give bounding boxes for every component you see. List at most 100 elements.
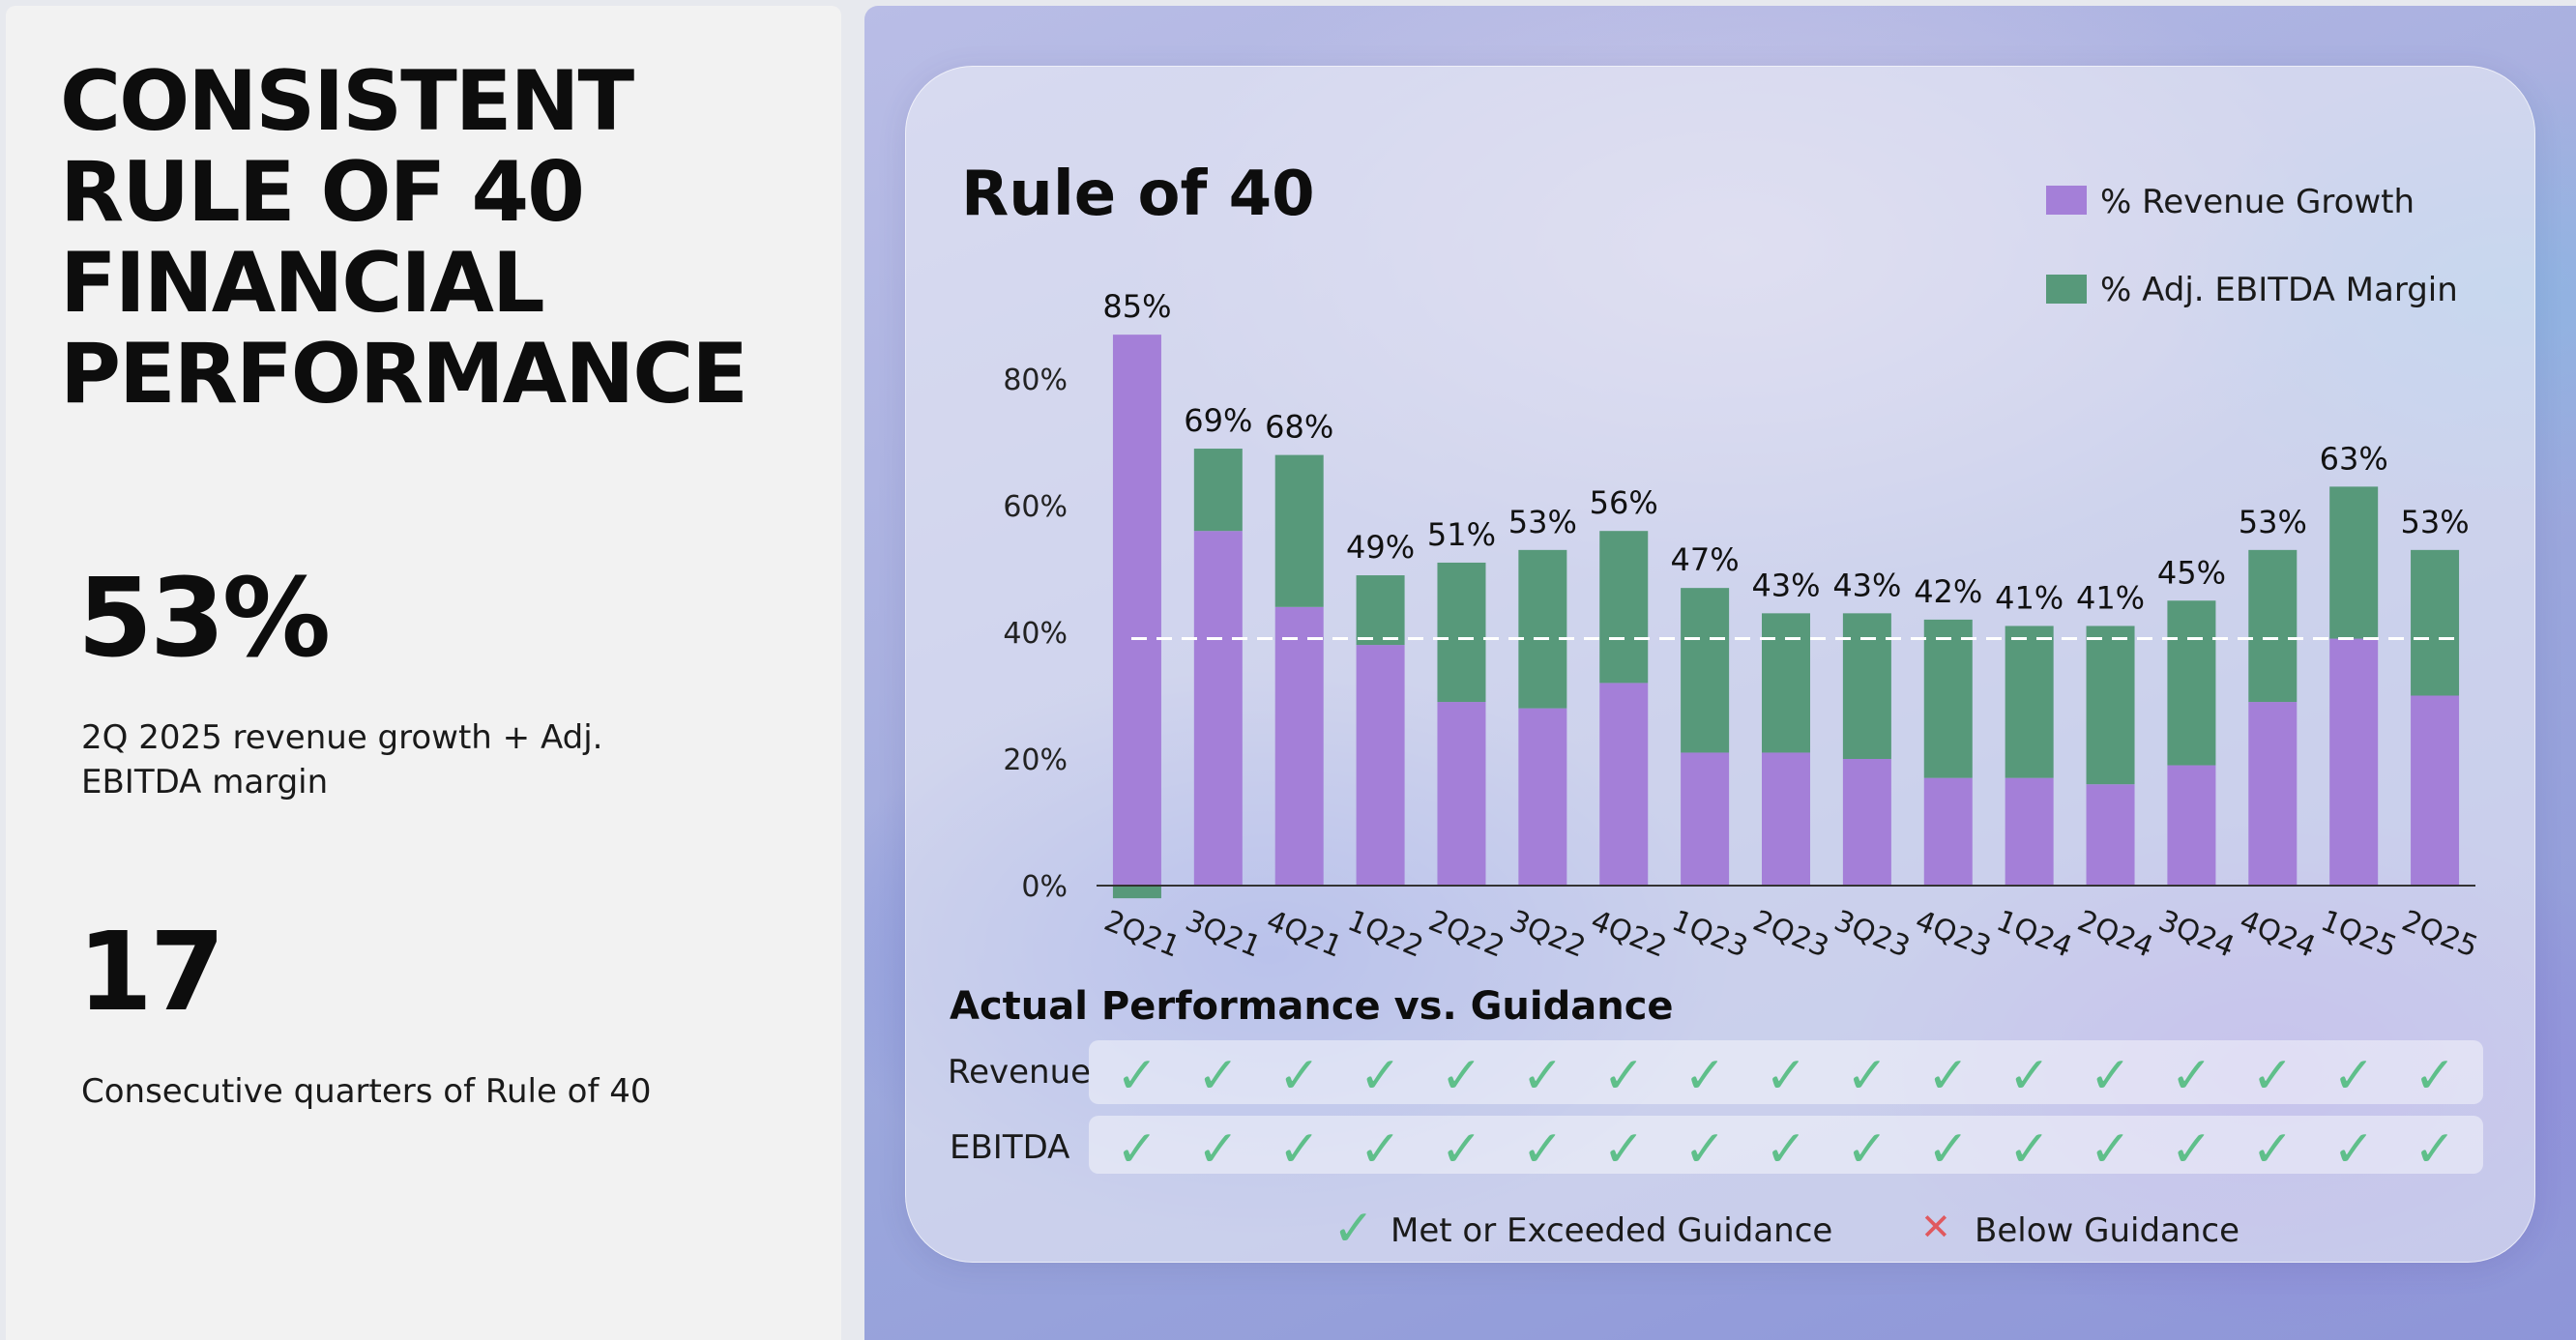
bar-ebitda-margin [1193, 449, 1243, 532]
x-category-label: 2Q25 [2397, 904, 2482, 965]
bar-total-label: 68% [1265, 409, 1333, 446]
headline-line: CONSISTENT [60, 53, 634, 150]
bar-total-label: 42% [1914, 573, 1982, 610]
bar-revenue-growth [2005, 777, 2054, 886]
met-guidance-check-icon: ✓ [1332, 1200, 1375, 1258]
bar-revenue-growth [2167, 765, 2216, 886]
guidance-row-background [1089, 1116, 2483, 1174]
bar-revenue-growth [1762, 752, 1810, 886]
x-category-label: 3Q23 [1830, 904, 1915, 965]
x-category-label: 3Q21 [1181, 904, 1266, 965]
headline-line: PERFORMANCE [60, 326, 748, 422]
x-category-label: 3Q22 [1505, 904, 1590, 965]
bar-ebitda-margin [2167, 600, 2216, 766]
bar-total-label: 51% [1427, 516, 1496, 553]
guidance-check-icon: ✓ [2252, 1047, 2295, 1105]
stat-rule-of-40-value: 53% [77, 556, 331, 682]
headline: CONSISTENT RULE OF 40 FINANCIAL PERFORMA… [60, 53, 748, 422]
bar-ebitda-margin [2411, 549, 2460, 696]
bar-revenue-growth [1437, 702, 1486, 886]
guidance-check-icon: ✓ [2008, 1047, 2051, 1105]
bar-total-label: 49% [1346, 529, 1415, 566]
guidance-legend: ✓ Met or Exceeded Guidance ✕ Below Guida… [1332, 1200, 2239, 1258]
bar-revenue-growth [1842, 759, 1891, 886]
guidance-check-icon: ✓ [1116, 1121, 1158, 1179]
bar-ebitda-margin [2329, 486, 2379, 639]
bar-total-label: 63% [2320, 440, 2388, 477]
bar-revenue-growth [2411, 695, 2460, 886]
bar-revenue-growth [1681, 752, 1730, 886]
legend-label-revenue-growth: % Revenue Growth [2100, 183, 2415, 221]
guidance-check-icon: ✓ [1441, 1047, 1483, 1105]
headline-line: RULE OF 40 [60, 144, 585, 241]
guidance-row-label: Revenue [948, 1053, 1091, 1092]
bar-total-label: 45% [2157, 554, 2226, 591]
guidance-row-revenue: Revenue ✓ ✓ ✓ ✓ ✓ ✓ ✓ ✓ ✓ ✓ ✓ ✓ ✓ ✓ ✓ ✓ ✓ [948, 1040, 2483, 1105]
bar-total-label: 41% [1995, 579, 2064, 616]
y-tick-label: 60% [1003, 490, 1068, 524]
below-guidance-x-icon: ✕ [1920, 1206, 1951, 1248]
guidance-check-icon: ✓ [1441, 1121, 1483, 1179]
x-category-label: 4Q23 [1911, 904, 1996, 965]
bar-total-label: 53% [2239, 504, 2307, 540]
guidance-marks: ✓ ✓ ✓ ✓ ✓ ✓ ✓ ✓ ✓ ✓ ✓ ✓ ✓ ✓ ✓ ✓ ✓ [1116, 1047, 2456, 1105]
bar-total-label: 43% [1751, 567, 1820, 603]
bar-ebitda-margin [1274, 454, 1324, 607]
guidance-check-icon: ✓ [1765, 1047, 1807, 1105]
bar-revenue-growth [1518, 708, 1567, 886]
stat-description-line: EBITDA margin [81, 763, 329, 801]
bar-ebitda-margin [1518, 549, 1567, 709]
guidance-check-icon: ✓ [1522, 1121, 1565, 1179]
chart-title: Rule of 40 [961, 159, 1315, 230]
y-tick-label: 40% [1003, 617, 1068, 651]
guidance-check-icon: ✓ [1197, 1047, 1240, 1105]
guidance-check-icon: ✓ [1927, 1121, 1970, 1179]
guidance-check-icon: ✓ [2252, 1121, 2295, 1179]
bar-ebitda-margin [1599, 531, 1649, 684]
x-category-label: 1Q23 [1667, 904, 1752, 965]
guidance-check-icon: ✓ [2414, 1047, 2456, 1105]
guidance-check-icon: ✓ [2090, 1047, 2132, 1105]
guidance-check-icon: ✓ [1522, 1047, 1565, 1105]
x-category-label: 2Q24 [2073, 904, 2158, 965]
bar-total-label: 41% [2076, 579, 2145, 616]
legend-swatch-ebitda-margin [2046, 275, 2087, 304]
bar-total-label: 43% [1832, 567, 1901, 603]
bar-ebitda-margin [2248, 549, 2298, 703]
bar-ebitda-margin [2005, 626, 2054, 778]
guidance-check-icon: ✓ [2414, 1121, 2456, 1179]
left-panel [6, 6, 841, 1340]
bar-ebitda-margin [1356, 575, 1405, 646]
guidance-check-icon: ✓ [1683, 1047, 1726, 1105]
guidance-check-icon: ✓ [2171, 1121, 2213, 1179]
bar-revenue-growth [1112, 335, 1161, 886]
guidance-check-icon: ✓ [2171, 1047, 2213, 1105]
bar-total-label: 47% [1671, 541, 1740, 578]
guidance-check-icon: ✓ [2008, 1121, 2051, 1179]
guidance-check-icon: ✓ [1278, 1121, 1321, 1179]
guidance-check-icon: ✓ [1683, 1121, 1726, 1179]
bar-ebitda-margin [1681, 588, 1730, 753]
stat-rule-of-40-description: 2Q 2025 revenue growth + Adj. EBITDA mar… [81, 715, 700, 804]
stat-consecutive-quarters-description: Consecutive quarters of Rule of 40 [81, 1072, 652, 1111]
x-category-label: 1Q25 [2316, 904, 2401, 965]
guidance-check-icon: ✓ [1846, 1121, 1888, 1179]
guidance-check-icon: ✓ [1846, 1047, 1888, 1105]
guidance-check-icon: ✓ [1116, 1047, 1158, 1105]
guidance-check-icon: ✓ [1360, 1121, 1402, 1179]
stat-description-line: 2Q 2025 revenue growth + Adj. [81, 718, 603, 757]
y-axis: 0% 20% 40% 60% 80% [1003, 364, 1068, 904]
x-category-label: 2Q23 [1748, 904, 1833, 965]
legend-label-ebitda-margin: % Adj. EBITDA Margin [2100, 271, 2458, 309]
x-category-label: 1Q24 [1992, 904, 2077, 965]
guidance-check-icon: ✓ [2332, 1047, 2375, 1105]
bar-ebitda-margin [2086, 626, 2135, 785]
bar-ebitda-margin [1923, 619, 1973, 778]
x-category-label: 1Q22 [1343, 904, 1428, 965]
stat-consecutive-quarters-value: 17 [77, 910, 225, 1035]
bar-revenue-growth [2086, 784, 2135, 886]
bars [1112, 335, 2460, 899]
x-category-label: 2Q21 [1099, 904, 1185, 965]
guidance-check-icon: ✓ [1765, 1121, 1807, 1179]
